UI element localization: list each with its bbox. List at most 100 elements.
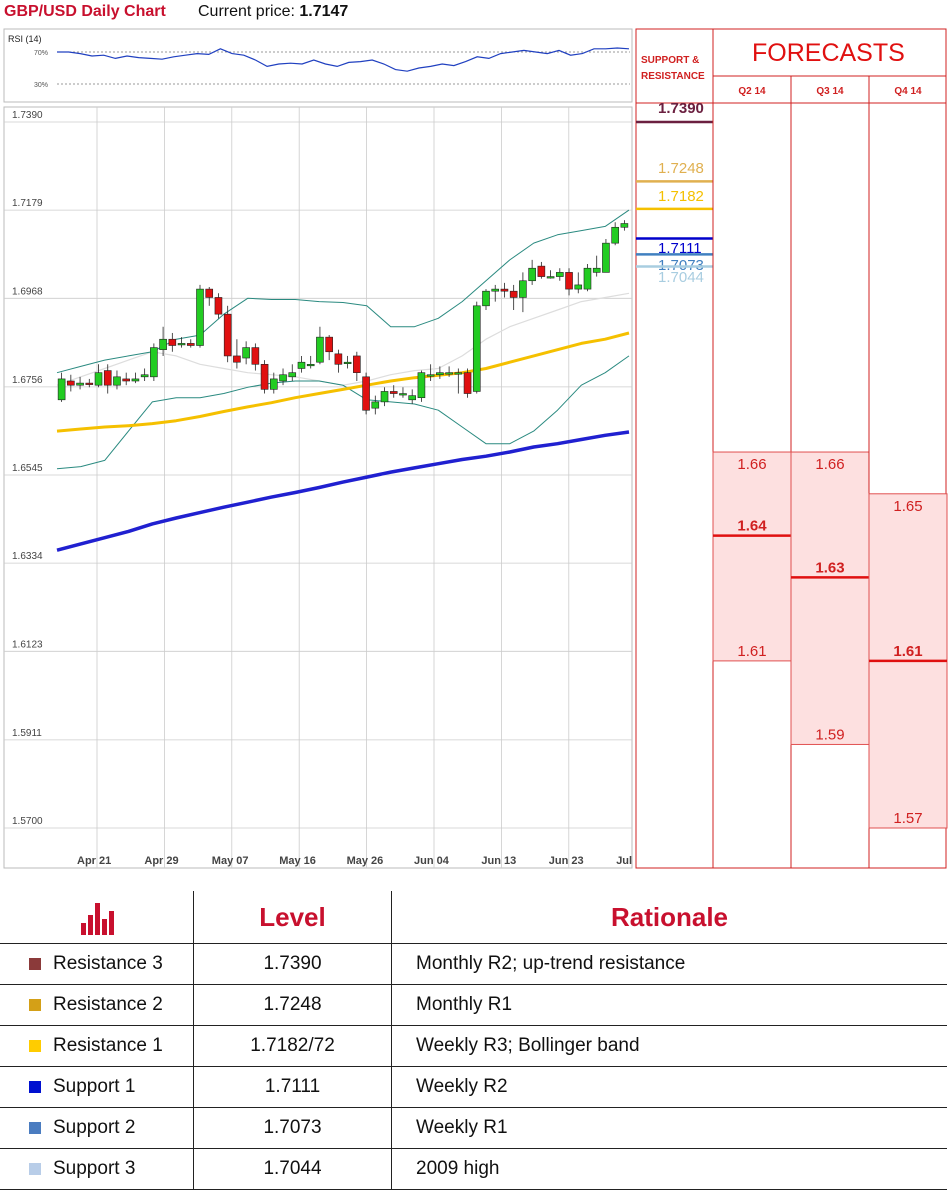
candle-body [583, 267, 592, 290]
candle-body [270, 378, 278, 390]
chart-title: GBP/USD Daily Chart [4, 3, 166, 20]
candle-body [445, 372, 453, 375]
level-name: Resistance 2 [53, 994, 163, 1015]
candle-body [537, 265, 546, 277]
sr-level-label: 1.7044 [658, 269, 704, 286]
level-name-cell: Resistance 2 [0, 984, 194, 1026]
candle-body [140, 374, 149, 378]
forecast-high-label: 1.66 [815, 456, 844, 473]
sr-level-label: 1.7390 [658, 100, 704, 117]
rsi-level-label: 30% [34, 82, 48, 89]
rsi-label: RSI (14) [8, 34, 42, 44]
candle-body [519, 280, 527, 298]
candle-body [371, 401, 380, 409]
rationale-header: Rationale [391, 891, 947, 944]
table-row: Support 1 1.7111 Weekly R2 [0, 1066, 947, 1108]
forecast-high-label: 1.66 [737, 456, 766, 473]
level-value: 1.7044 [193, 1148, 392, 1190]
level-value: 1.7073 [193, 1107, 392, 1149]
y-tick-label: 1.7390 [12, 110, 43, 121]
level-value: 1.7111 [193, 1066, 392, 1108]
rsi-line [57, 47, 630, 72]
level-name-cell: Resistance 3 [0, 943, 194, 985]
candle-body [436, 372, 444, 376]
candle-body [362, 376, 370, 411]
table-header-row: Level Rationale [0, 891, 947, 944]
level-color-swatch [29, 1122, 41, 1134]
candle-body [67, 380, 75, 386]
ma-yellow-line [56, 331, 630, 433]
x-tick-label: Apr 21 [77, 855, 111, 867]
price-value: 1.7147 [299, 3, 349, 20]
price-label: Current price: [198, 3, 295, 20]
y-tick-label: 1.6545 [12, 463, 43, 474]
candle-body [528, 267, 536, 282]
candle-body [306, 363, 315, 367]
candle-body [546, 276, 555, 279]
level-rationale: Weekly R1 [391, 1107, 947, 1149]
level-value: 1.7390 [193, 943, 392, 985]
forecast-high-label: 1.65 [893, 498, 922, 515]
x-tick-label: Apr 29 [144, 855, 178, 867]
level-color-swatch [29, 1040, 41, 1052]
candle-body [85, 382, 94, 385]
level-color-swatch [29, 1081, 41, 1093]
level-name-cell: Support 3 [0, 1148, 194, 1190]
level-color-swatch [29, 1163, 41, 1175]
level-color-swatch [29, 999, 41, 1011]
candle-body [131, 378, 140, 382]
candle-body [186, 343, 195, 346]
candle-body [251, 347, 260, 365]
forecast-mid-label: 1.63 [815, 559, 844, 576]
forecast-range-box [712, 451, 792, 662]
candle-body [223, 313, 232, 357]
level-color-swatch [29, 958, 41, 970]
candle-body [463, 372, 472, 394]
table-row: Resistance 1 1.7182/72 Weekly R3; Bollinge… [0, 1025, 947, 1067]
y-tick-label: 1.6334 [12, 551, 43, 562]
forecast-low-label: 1.61 [737, 643, 766, 660]
candle-body [57, 378, 66, 401]
level-value: 1.7248 [193, 984, 392, 1026]
y-tick-label: 1.6968 [12, 286, 43, 297]
level-header: Level [193, 891, 392, 944]
forecast-column-label: Q3 14 [816, 86, 844, 97]
y-tick-label: 1.6123 [12, 639, 43, 650]
candle-body [389, 391, 398, 394]
level-name-cell: Support 2 [0, 1107, 194, 1149]
x-tick-label: Jun 23 [549, 855, 584, 867]
level-name: Support 1 [53, 1076, 136, 1097]
candle-body [196, 288, 204, 346]
candle-body [233, 355, 241, 363]
forecast-low-label: 1.59 [815, 726, 844, 743]
candle-body [177, 343, 186, 346]
candle-body [159, 338, 167, 350]
forecast-column-label: Q2 14 [738, 86, 766, 97]
candle-body [150, 347, 158, 378]
candle-body [417, 372, 426, 399]
table-row: Support 2 1.7073 Weekly R1 [0, 1107, 947, 1149]
x-tick-label: May 16 [279, 855, 316, 867]
levels-table: Level Rationale Resistance 3 1.7390 Monthl… [0, 891, 947, 1190]
level-rationale: Monthly R1 [391, 984, 947, 1026]
candle-body [574, 284, 583, 290]
rsi-panel [3, 28, 633, 103]
x-tick-label: May 07 [212, 855, 249, 867]
candle-body [491, 288, 500, 292]
table-row: Resistance 2 1.7248 Monthly R1 [0, 984, 947, 1026]
x-tick-label: May 26 [347, 855, 384, 867]
candle-body [242, 347, 250, 359]
candle-body [279, 374, 287, 382]
candle-body [565, 272, 573, 290]
x-tick-label: Jun 04 [414, 855, 450, 867]
bar-chart-icon [80, 903, 114, 935]
candle-body [592, 267, 601, 273]
forecast-range-box [790, 451, 870, 745]
rsi-level-label: 70% [34, 50, 48, 57]
level-name-cell: Support 1 [0, 1066, 194, 1108]
candle-body [325, 336, 333, 353]
candle-body [168, 338, 177, 346]
candle-body [454, 372, 463, 375]
sr-header: SUPPORT & [641, 55, 699, 66]
candle-body [509, 290, 518, 298]
